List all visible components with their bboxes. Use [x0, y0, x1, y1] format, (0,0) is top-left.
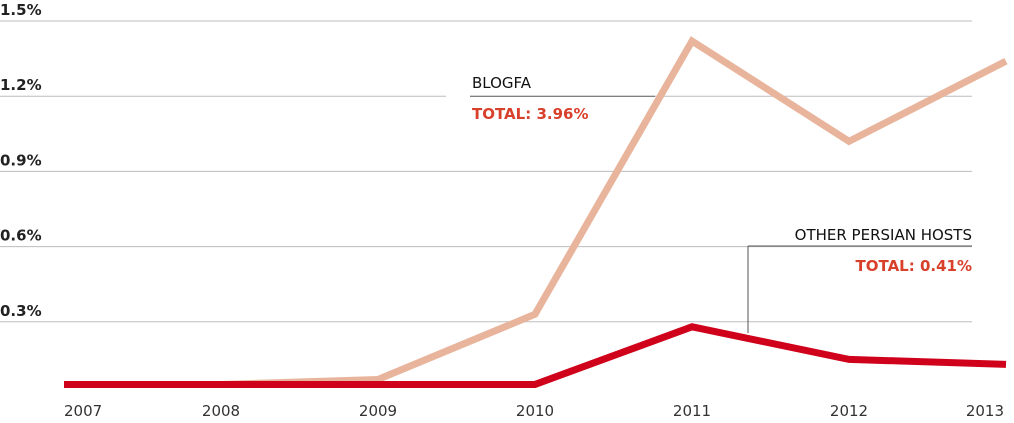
series-label: BLOGFA [472, 74, 532, 92]
y-tick-label: 0.6% [0, 227, 42, 245]
y-tick-label: 0.3% [0, 302, 42, 320]
annotation: TOTAL: 3.96% [472, 105, 588, 123]
annotation: TOTAL: 0.41% [856, 257, 972, 275]
y-tick-label: 0.9% [0, 151, 42, 169]
x-tick-label: 2007 [64, 402, 102, 420]
data-line [64, 323, 1007, 388]
y-tick-label: 1.5% [0, 1, 42, 19]
x-tick-label: 2010 [516, 402, 554, 420]
x-tick-label: 2011 [673, 402, 711, 420]
x-tick-label: 2009 [359, 402, 397, 420]
data-line [64, 36, 1008, 388]
x-tick-label: 2008 [202, 402, 240, 420]
x-tick-label: 2013 [966, 402, 1004, 420]
series-label: OTHER PERSIAN HOSTS [795, 226, 972, 244]
y-tick-label: 1.2% [0, 76, 42, 94]
x-tick-label: 2012 [830, 402, 868, 420]
